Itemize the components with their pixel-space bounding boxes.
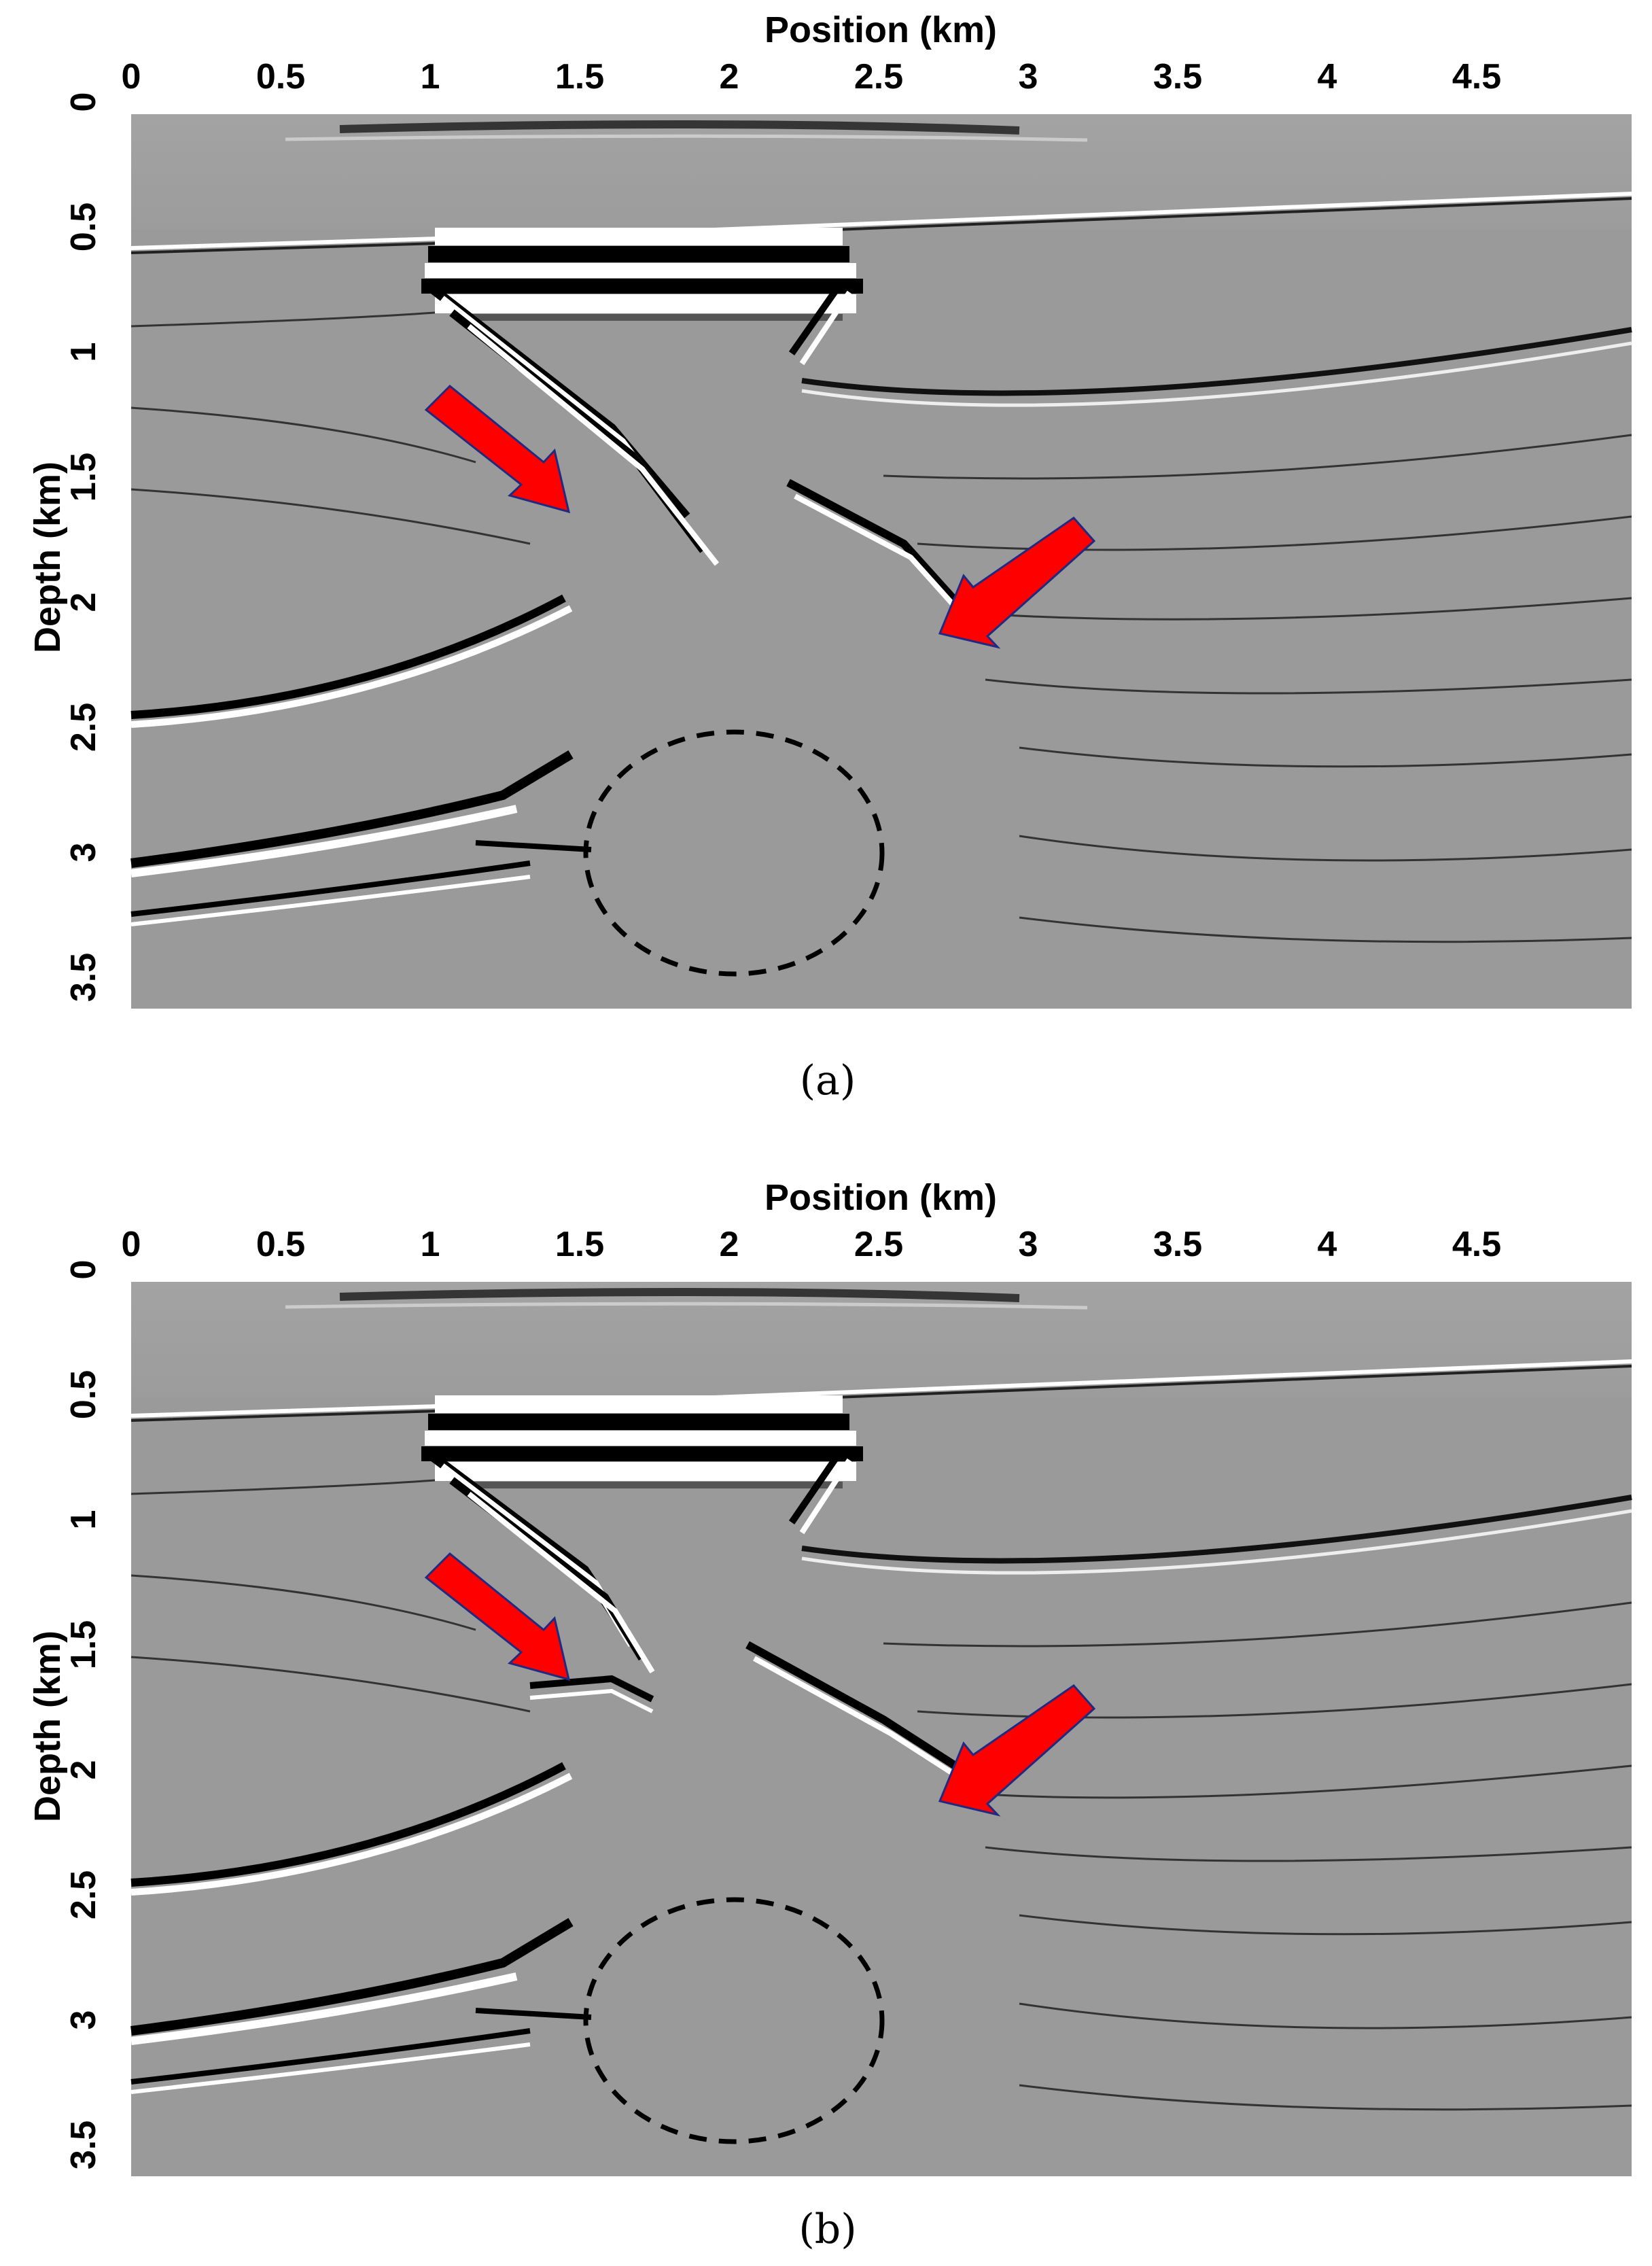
y-tick-label: 2.5 <box>64 1870 103 1919</box>
y-tick-label: 1.5 <box>64 1620 103 1669</box>
y-tick-label: 3 <box>64 843 103 862</box>
y-tick-label: 0.5 <box>64 1370 103 1419</box>
x-tick-label: 4 <box>1318 57 1337 97</box>
x-tick-label: 3.5 <box>1153 57 1202 97</box>
y-tick-labels: 0 0.5 1 1.5 2 2.5 3 3.5 <box>64 92 103 1003</box>
x-tick-label: 3 <box>1019 57 1038 97</box>
y-tick-label: 3 <box>64 2010 103 2030</box>
x-tick-label: 1 <box>421 1225 440 1264</box>
y-tick-label: 3.5 <box>64 2121 103 2169</box>
x-tick-label: 1.5 <box>555 1225 604 1264</box>
y-tick-label: 2 <box>64 593 103 612</box>
dashed-circle-marker <box>583 1897 885 2144</box>
y-axis-title: Depth (km) <box>27 461 68 653</box>
panel-caption: (a) <box>800 1057 856 1104</box>
x-tick-label: 3.5 <box>1153 1225 1202 1264</box>
x-tick-label: 2.5 <box>854 1225 903 1264</box>
y-tick-label: 1 <box>64 343 103 362</box>
y-tick-label: 0.5 <box>64 203 103 251</box>
y-tick-label: 0 <box>64 92 103 112</box>
x-tick-label: 4.5 <box>1452 57 1501 97</box>
x-axis-title: Position (km) <box>765 10 997 50</box>
seismic-image <box>130 114 1632 1009</box>
x-tick-label: 0.5 <box>256 57 305 97</box>
y-axis-title: Depth (km) <box>27 1631 68 1822</box>
red-arrow-icon <box>938 1684 1096 1817</box>
x-tick-label: 2 <box>720 57 739 97</box>
panel-caption: (b) <box>798 2206 856 2253</box>
y-tick-label: 2 <box>64 1760 103 1780</box>
x-tick-label: 2.5 <box>854 57 903 97</box>
y-tick-label: 3.5 <box>64 953 103 1002</box>
y-tick-label: 1.5 <box>64 453 103 502</box>
x-tick-label: 4 <box>1318 1225 1337 1264</box>
panel-b: Position (km) 0 0.5 1 1.5 2 2.5 3 3.5 4 … <box>27 1177 1632 2253</box>
x-tick-label: 3 <box>1019 1225 1038 1264</box>
x-tick-label: 1 <box>421 57 440 97</box>
x-tick-label: 0 <box>122 57 141 97</box>
x-tick-labels: 0 0.5 1 1.5 2 2.5 3 3.5 4 4.5 <box>122 1225 1502 1264</box>
y-tick-label: 2.5 <box>64 703 103 752</box>
x-tick-label: 2 <box>720 1225 739 1264</box>
y-tick-label: 1 <box>64 1510 103 1530</box>
y-tick-labels: 0 0.5 1 1.5 2 2.5 3 3.5 <box>64 1260 103 2170</box>
x-tick-label: 4.5 <box>1452 1225 1501 1264</box>
panel-a: Position (km) 0 0.5 1 1.5 2 2.5 3 3.5 4 … <box>27 10 1632 1104</box>
y-tick-label: 0 <box>64 1260 103 1280</box>
x-tick-label: 0 <box>122 1225 141 1264</box>
red-arrow-icon <box>938 517 1096 649</box>
seismic-image <box>130 1282 1632 2176</box>
dashed-circle-marker <box>583 729 885 977</box>
x-tick-label: 0.5 <box>256 1225 305 1264</box>
x-tick-label: 1.5 <box>555 57 604 97</box>
red-arrow-icon <box>424 1552 571 1681</box>
x-axis-title: Position (km) <box>765 1177 997 1218</box>
x-tick-labels: 0 0.5 1 1.5 2 2.5 3 3.5 4 4.5 <box>122 57 1502 97</box>
red-arrow-icon <box>424 384 571 514</box>
